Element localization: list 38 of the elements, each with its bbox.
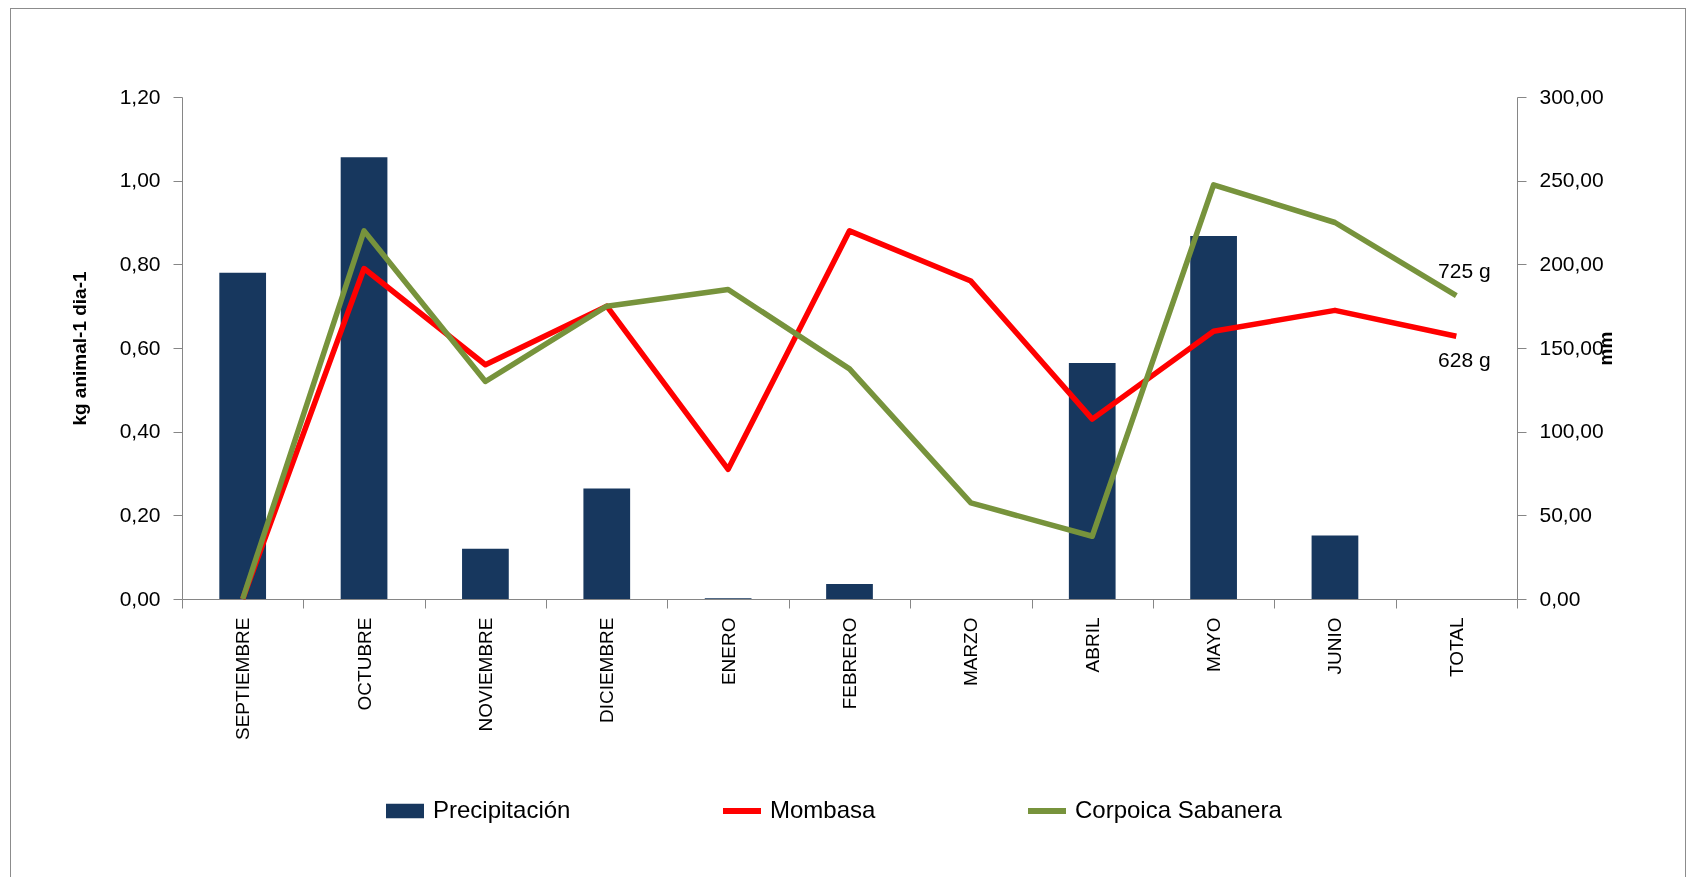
y-tick-label: 1,20 (119, 84, 161, 108)
x-tick-label: JUNIO (1324, 617, 1346, 675)
y-axis-title: kg animal-1 dia-1 (68, 270, 90, 426)
y-tick-label: 0,60 (119, 335, 161, 359)
y2-tick-label: 250,00 (1539, 168, 1604, 192)
y2-tick-label: 200,00 (1539, 251, 1604, 275)
bar (462, 548, 509, 599)
legend-label: Mombasa (770, 796, 877, 823)
y-tick-label: 0,20 (119, 502, 161, 526)
bar (583, 488, 631, 599)
x-tick-label: ENERO (717, 617, 739, 686)
y2-tick-label: 0,00 (1539, 586, 1581, 610)
x-tick-label: ABRIL (1081, 617, 1103, 673)
y-tick-label: 0,80 (119, 251, 161, 275)
y-tick-label: 1,00 (119, 168, 161, 192)
legend-label: Precipitación (433, 796, 571, 823)
y-tick-label: 0,00 (119, 586, 161, 610)
x-tick-label: FEBRERO (839, 617, 860, 710)
x-tick-label: DICIEMBRE (596, 617, 618, 724)
x-tick-label: TOTAL (1445, 617, 1467, 677)
x-tick-label: OCTUBRE (353, 617, 375, 711)
legend-label: Corpoica Sabanera (1075, 796, 1283, 823)
bar (340, 157, 388, 599)
bar (1311, 535, 1359, 599)
bar (1190, 235, 1237, 599)
annotation: 628 g (1438, 348, 1491, 372)
y-tick-label: 0,40 (119, 419, 161, 443)
x-tick-label: NOVIEMBRE (474, 617, 496, 732)
x-tick-label: MARZO (960, 617, 982, 687)
x-tick-label: SEPTIEMBRE (232, 617, 254, 740)
bar (826, 583, 873, 599)
y2-tick-label: 100,00 (1539, 419, 1604, 443)
annotation: 725 g (1438, 258, 1491, 282)
bar (1068, 363, 1116, 599)
y2-tick-label: 50,00 (1539, 502, 1593, 526)
y2-tick-label: 300,00 (1539, 84, 1604, 108)
bar (219, 272, 267, 599)
x-tick-label: MAYO (1203, 617, 1225, 673)
